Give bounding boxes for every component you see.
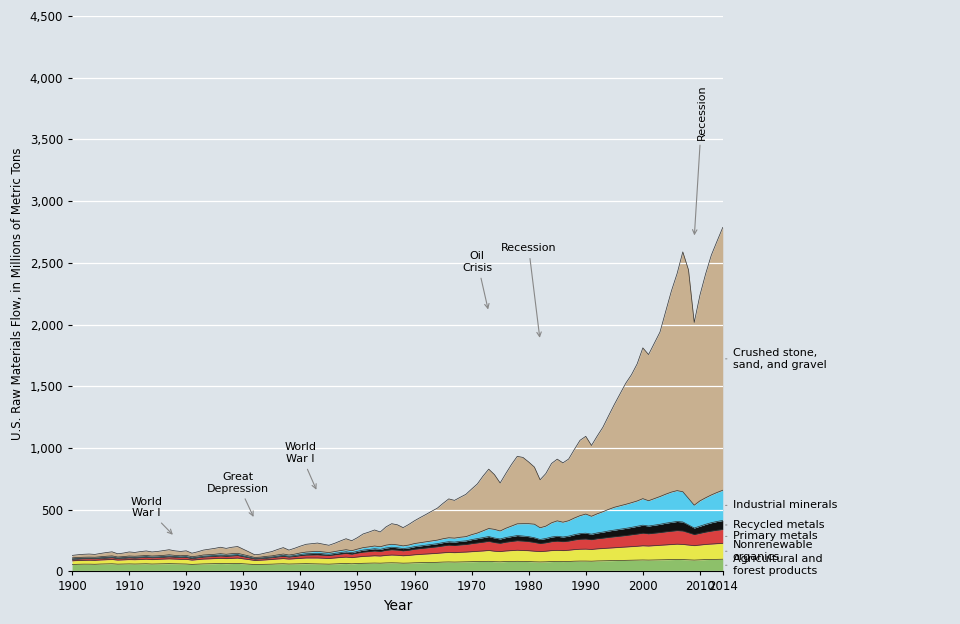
Text: Great
Depression: Great Depression <box>206 472 269 516</box>
Text: Recession: Recession <box>692 84 708 234</box>
Text: Agricultural and
forest products: Agricultural and forest products <box>726 555 822 576</box>
X-axis label: Year: Year <box>383 599 412 613</box>
Text: Recession: Recession <box>501 243 557 336</box>
Text: Nonrenewable
organics: Nonrenewable organics <box>726 540 813 562</box>
Text: World
War I: World War I <box>131 497 172 534</box>
Text: Oil
Crisis: Oil Crisis <box>463 251 492 308</box>
Text: World
War I: World War I <box>284 442 317 489</box>
Text: Primary metals: Primary metals <box>726 532 817 542</box>
Text: Industrial minerals: Industrial minerals <box>726 500 837 510</box>
Text: Crushed stone,
sand, and gravel: Crushed stone, sand, and gravel <box>726 348 827 369</box>
Text: Recycled metals: Recycled metals <box>726 520 824 530</box>
Y-axis label: U.S. Raw Materials Flow, in Millions of Metric Tons: U.S. Raw Materials Flow, in Millions of … <box>12 147 24 440</box>
